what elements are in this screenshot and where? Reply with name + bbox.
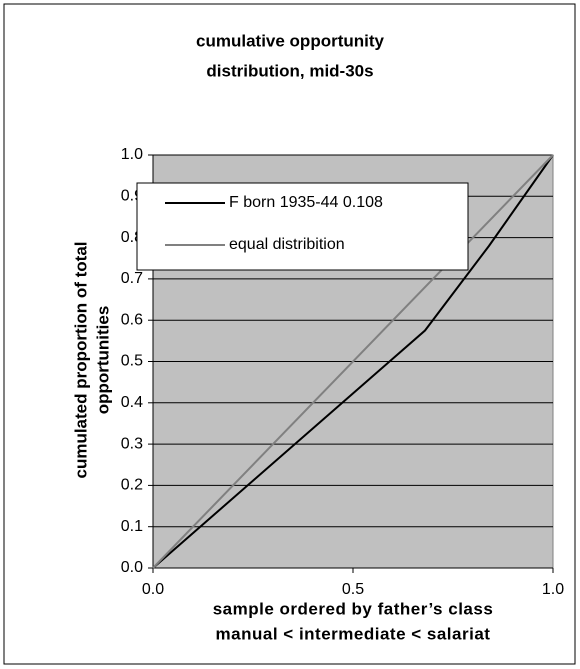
x-tick-label: 0.5 <box>342 581 364 598</box>
series-line <box>152 154 554 569</box>
y-tick-label: 0.4 <box>121 394 143 411</box>
legend-label: equal distribition <box>229 236 345 253</box>
y-tick-label: 0.2 <box>121 477 143 494</box>
x-tick-label: 1.0 <box>542 581 564 598</box>
x-axis-label: sample ordered by father’s class <box>213 599 494 618</box>
y-axis-label: cumulated proportion of total <box>71 241 90 478</box>
chart-title: cumulative opportunity <box>196 31 385 50</box>
y-tick-label: 0.5 <box>121 353 143 370</box>
y-tick-label: 1.0 <box>121 146 143 163</box>
y-tick-label: 0.0 <box>121 559 143 576</box>
y-tick-label: 0.7 <box>121 270 143 287</box>
y-tick-label: 0.3 <box>121 435 143 452</box>
x-axis-label: manual < intermediate < salariat <box>216 624 491 643</box>
y-tick-label: 0.1 <box>121 518 143 535</box>
chart-title: distribution, mid-30s <box>206 61 373 80</box>
legend <box>136 182 469 271</box>
y-axis-label: opportunities <box>93 306 112 415</box>
series-line <box>152 154 554 569</box>
legend-label: F born 1935-44 0.108 <box>229 194 383 211</box>
x-tick-label: 0.0 <box>142 581 164 598</box>
y-tick-label: 0.6 <box>121 311 143 328</box>
